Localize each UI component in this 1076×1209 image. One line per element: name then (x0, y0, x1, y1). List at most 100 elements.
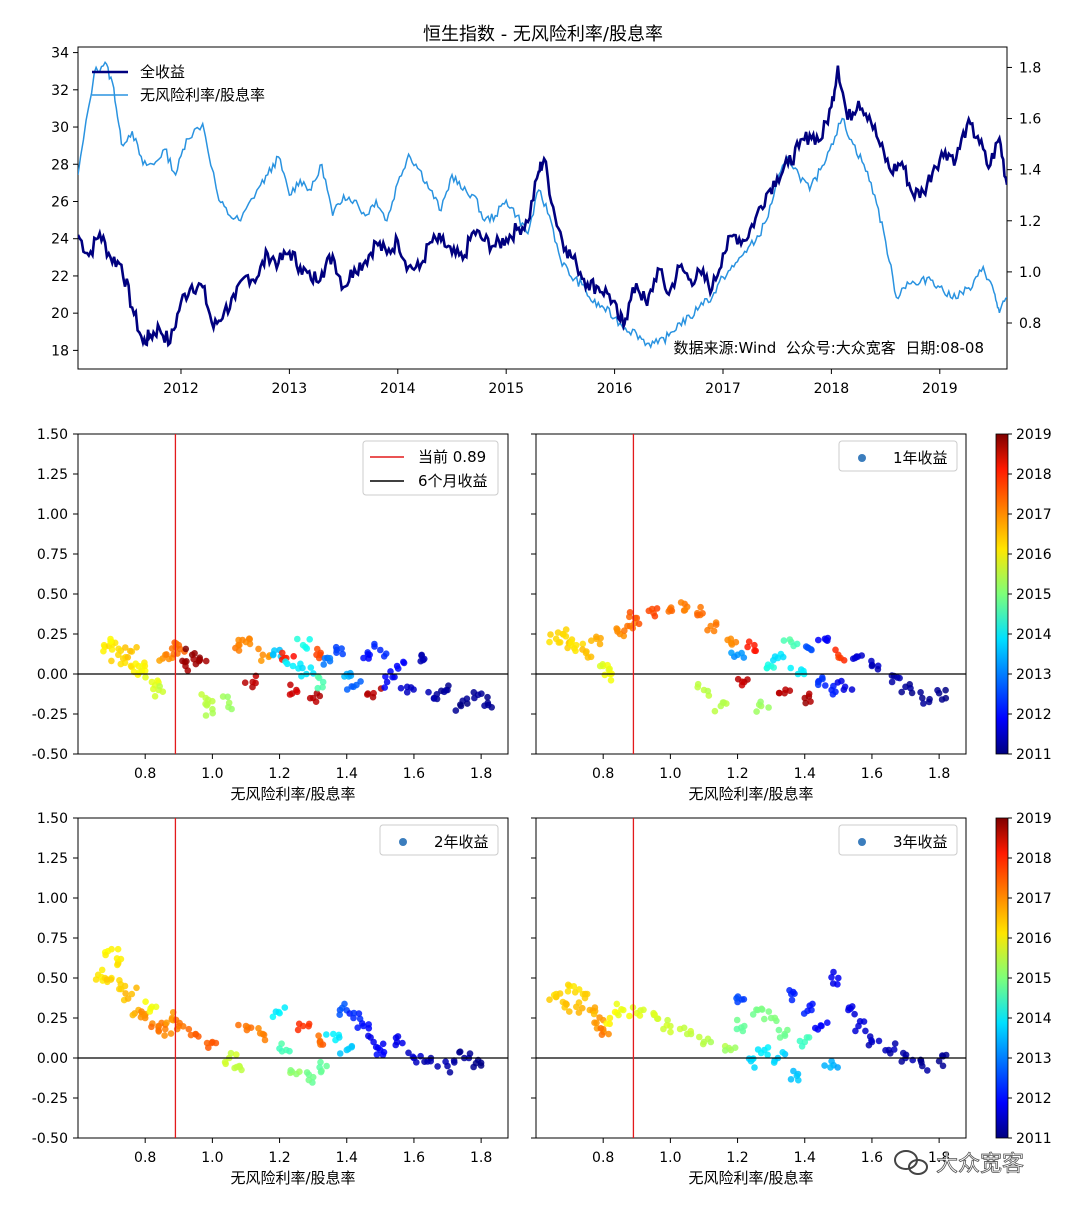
scatter-point (129, 1011, 137, 1019)
scatter-point (582, 990, 589, 998)
scatter-point (222, 1060, 229, 1068)
scatter-x-tick-label: 1.8 (470, 766, 492, 782)
colorbar-gradient (995, 433, 1009, 755)
top-y-tick-label-left: 34 (51, 46, 69, 62)
scatter-point (373, 1051, 381, 1058)
top-plot-frame (77, 46, 1008, 370)
scatter-point (579, 646, 586, 653)
scatter-plot-frame (535, 817, 967, 1139)
scatter-x-tick-label: 0.8 (592, 1150, 614, 1166)
scatter-point (410, 686, 417, 693)
scatter-point (865, 1041, 873, 1049)
scatter-point (235, 641, 242, 649)
legend-swatch-3y (858, 838, 866, 846)
scatter-point (228, 705, 235, 713)
scatter-point (255, 1025, 262, 1032)
scatter-point (744, 676, 751, 683)
scatter-point (446, 1069, 454, 1076)
scatter-point (348, 1042, 356, 1050)
scatter-y-tick-label: 0.75 (37, 547, 68, 563)
scatter-point (860, 1018, 868, 1025)
scatter-y-tick-label: 1.00 (37, 891, 68, 907)
scatter-point (183, 658, 190, 665)
scatter-point (920, 700, 927, 707)
scatter-point (380, 1048, 388, 1056)
colorbar-tick-label: 2019 (1016, 811, 1052, 827)
scatter-point (259, 651, 267, 659)
scatter-point (287, 681, 294, 689)
scatter-point (677, 599, 685, 606)
scatter-point (829, 691, 837, 698)
scatter-point (146, 1008, 154, 1015)
scatter-point (711, 707, 719, 715)
scatter-point (917, 689, 924, 696)
scatter-point (379, 1040, 387, 1048)
scatter-point (276, 1045, 283, 1052)
scatter-point (898, 1058, 905, 1065)
scatter-panel-2y: 0.8 1.0 1.2 1.4 1.6 1.8 1.50 1.25 1.00 0.75 0.50 0.… (32, 811, 509, 1187)
scatter-point (891, 1040, 899, 1047)
scatter-point (103, 976, 111, 983)
panel4-legend: 3年收益 (838, 824, 958, 856)
scatter-point (724, 636, 731, 644)
scatter-point (350, 1014, 357, 1022)
top-y-tick-label-left: 18 (51, 343, 69, 359)
scatter-point (653, 605, 661, 612)
scatter-point (898, 688, 905, 696)
scatter-x-axis-label: 无风险利率/股息率 (230, 1169, 355, 1187)
colorbar-tick-label: 2018 (1016, 467, 1052, 483)
scatter-point (290, 653, 298, 660)
scatter-x-tick-label: 0.8 (592, 766, 614, 782)
scatter-x-axis-label: 无风险利率/股息率 (688, 1169, 813, 1187)
scatter-point (470, 1063, 477, 1071)
top-x-tick-label: 2013 (272, 381, 308, 397)
scatter-y-tick-label: -0.25 (32, 707, 68, 723)
scatter-point (651, 1011, 658, 1018)
scatter-point (377, 646, 384, 654)
scatter-point (148, 1023, 155, 1031)
scatter-y-tick-label: 1.25 (37, 467, 68, 483)
scatter-x-tick-label: 1.4 (794, 766, 816, 782)
scatter-x-tick-label: 0.8 (134, 766, 156, 782)
scatter-point (852, 1027, 859, 1035)
scatter-y-tick-label: 0.25 (37, 1011, 68, 1027)
watermark-text: 大众宽客 (936, 1152, 1024, 1177)
scatter-point (606, 1014, 614, 1022)
scatter-point (687, 1030, 695, 1038)
scatter-point (360, 654, 367, 662)
scatter-point (387, 668, 394, 675)
scatter-x-tick-label: 1.0 (201, 766, 223, 782)
scatter-point (150, 685, 157, 693)
scatter-point (212, 1039, 220, 1047)
scatter-point (258, 657, 265, 664)
colorbar-tick-label: 2017 (1016, 891, 1052, 907)
scatter-point (765, 704, 772, 711)
top-y-tick-label-left: 20 (51, 306, 69, 322)
scatter-point (269, 650, 277, 658)
scatter-point (224, 693, 231, 701)
scatter-point (764, 661, 772, 668)
scatter-point (203, 1039, 211, 1047)
scatter-point (305, 1071, 313, 1078)
scatter-point (133, 644, 140, 651)
scatter-point (319, 678, 327, 686)
scatter-point (824, 1019, 831, 1026)
scatter-point (584, 654, 592, 661)
scatter-point (934, 687, 941, 694)
scatter-point (141, 662, 149, 670)
scatter-y-tick-label: 0.50 (37, 971, 68, 987)
scatter-point (745, 638, 753, 645)
scatter-point (751, 641, 758, 649)
scatter-point (209, 709, 216, 717)
scatter-point (246, 640, 254, 648)
legend-label-6m: 6个月收益 (418, 472, 488, 490)
scatter-x-axis-label: 无风险利率/股息率 (230, 785, 355, 803)
colorbar-tick-label: 2013 (1016, 1051, 1052, 1067)
scatter-point (637, 1007, 644, 1014)
top-y-tick-label-left: 22 (51, 269, 69, 285)
scatter-point (176, 1019, 183, 1027)
scatter-point (798, 1043, 806, 1050)
scatter-y-tick-label: 1.25 (37, 851, 68, 867)
top-x-tick-label: 2014 (380, 381, 416, 397)
scatter-point (394, 1033, 402, 1040)
